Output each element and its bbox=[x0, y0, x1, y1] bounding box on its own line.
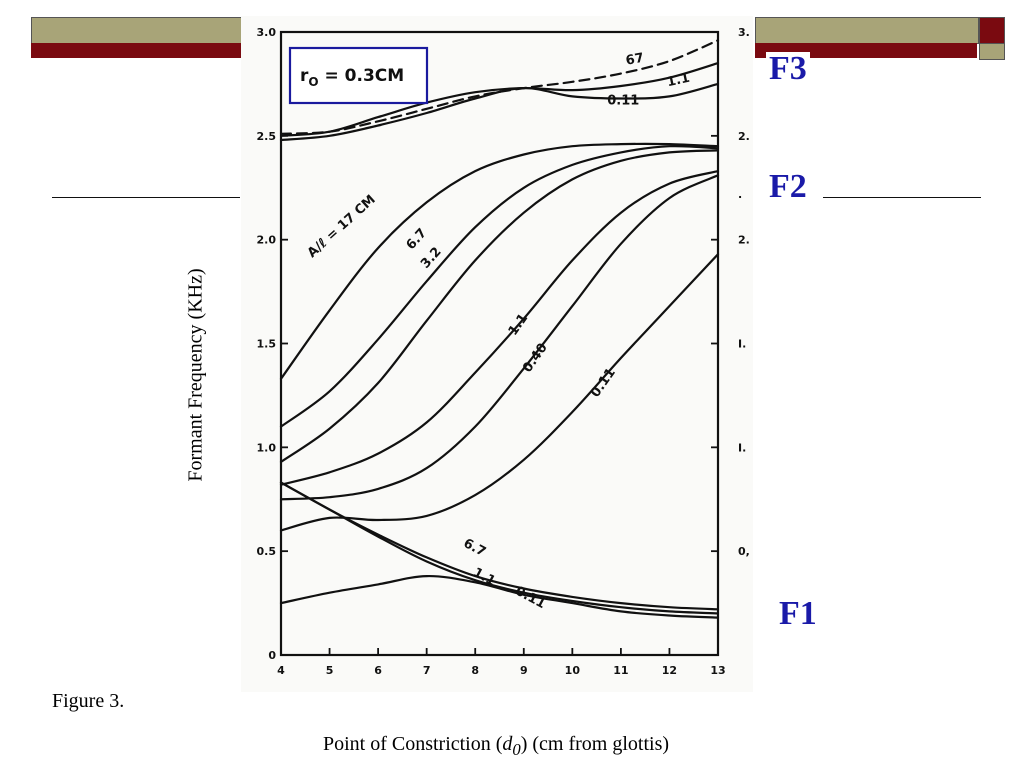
series-line-f3 bbox=[279, 62, 720, 137]
y-tick-label: 3.0 bbox=[257, 26, 277, 39]
x-tick-label: 10 bbox=[565, 664, 581, 677]
figure-caption: Figure 3. bbox=[52, 690, 125, 712]
x-axis-label-post: ) (cm from glottis) bbox=[520, 733, 670, 755]
x-tick-label: 12 bbox=[662, 664, 677, 677]
x-tick-label: 8 bbox=[471, 664, 479, 677]
annotation-r: r bbox=[300, 66, 309, 86]
curve-label: 0.11 bbox=[513, 584, 548, 612]
series-line-f2 bbox=[279, 144, 720, 428]
curve-label: 6.7 bbox=[404, 226, 431, 253]
series-line-f2 bbox=[279, 174, 720, 501]
annotation-box bbox=[288, 46, 429, 105]
curve-label: 0.11 bbox=[607, 94, 639, 109]
series-line-f2 bbox=[279, 149, 720, 463]
right-tick-label: 0, bbox=[738, 545, 750, 558]
divider-line-right bbox=[823, 197, 981, 198]
right-tick-label: . bbox=[738, 188, 742, 201]
x-tick-label: 11 bbox=[613, 664, 628, 677]
curve-label: 6.7 bbox=[461, 536, 488, 560]
y-tick-label: 0.5 bbox=[257, 545, 277, 558]
x-axis-label-sub: 0 bbox=[512, 740, 521, 759]
x-axis-label-pre: Point of Constriction ( bbox=[322, 733, 503, 755]
annotation-sub: O bbox=[308, 75, 318, 89]
y-tick-label: 1.5 bbox=[257, 338, 277, 351]
series-line-f3 bbox=[279, 82, 720, 142]
header-bar-maroon-right bbox=[755, 43, 977, 58]
y-tick-label: 2.5 bbox=[257, 130, 277, 143]
right-tick-label: I. bbox=[738, 338, 746, 351]
x-axis-label-var: d bbox=[502, 733, 513, 755]
curve-label: 3.2 bbox=[418, 245, 445, 272]
y-tick-label: 1.0 bbox=[257, 441, 277, 454]
x-axis-label: Point of Constriction (d0) (cm from glot… bbox=[323, 733, 669, 760]
plot-frame bbox=[279, 30, 720, 657]
x-tick-label: 5 bbox=[326, 664, 334, 677]
series-line-f1 bbox=[279, 481, 720, 615]
x-tick-label: 4 bbox=[277, 664, 285, 677]
header-square-maroon bbox=[979, 17, 1005, 44]
annotation-text: rO = 0.3CM bbox=[300, 66, 404, 89]
y-axis-label: Formant Frequency (KHz) bbox=[184, 268, 207, 482]
right-tick-label: 2. bbox=[738, 130, 750, 143]
header-bar-maroon-left bbox=[31, 43, 241, 58]
right-tick-label: I. bbox=[738, 441, 746, 454]
right-tick-label: 3. bbox=[738, 26, 750, 39]
y-tick-label: 0 bbox=[268, 649, 276, 662]
curve-label: 0.11 bbox=[588, 366, 619, 401]
formant-label-f3: F3 bbox=[766, 52, 810, 86]
curve-label: A/ℓ = 17 CM bbox=[305, 192, 379, 261]
x-tick-label: 9 bbox=[520, 664, 528, 677]
divider-line-left bbox=[52, 197, 240, 198]
formant-label-f2: F2 bbox=[766, 170, 810, 204]
curve-label: 1.1 bbox=[666, 71, 692, 90]
series-line-f2 bbox=[279, 142, 720, 380]
curve-label: 67 bbox=[625, 51, 645, 69]
x-tick-label: 7 bbox=[423, 664, 431, 677]
series-line-f2 bbox=[279, 253, 720, 532]
series-line-f2 bbox=[279, 170, 720, 486]
header-square-olive bbox=[979, 43, 1005, 60]
formant-label-f1: F1 bbox=[776, 597, 820, 631]
y-tick-label: 2.0 bbox=[257, 234, 277, 247]
annotation-rest: = 0.3CM bbox=[319, 66, 405, 86]
x-tick-label: 13 bbox=[710, 664, 725, 677]
scanned-figure-background bbox=[241, 16, 753, 692]
curve-label: 0.40 bbox=[520, 341, 551, 376]
series-line-f1 bbox=[279, 574, 720, 619]
x-tick-label: 6 bbox=[374, 664, 382, 677]
right-tick-label: 2. bbox=[738, 234, 750, 247]
